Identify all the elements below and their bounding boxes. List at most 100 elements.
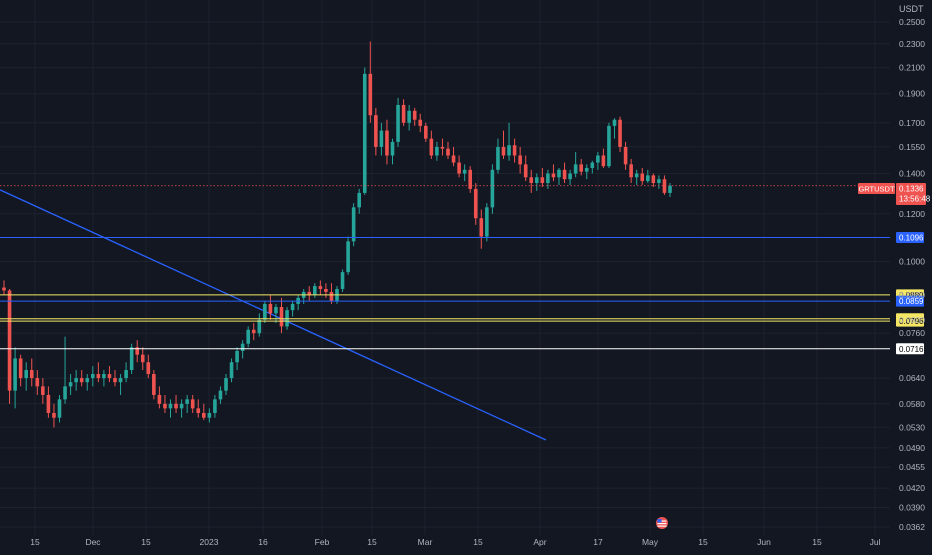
candle-body <box>634 173 639 178</box>
candle-body <box>96 374 101 379</box>
price-line-badge <box>896 343 924 355</box>
x-tick-label: May <box>642 537 659 547</box>
x-tick-label: Jul <box>870 537 881 547</box>
candle-body <box>2 287 6 291</box>
candle-body <box>490 169 495 208</box>
candle-body <box>307 291 312 295</box>
candle-body <box>213 399 217 413</box>
y-tick-label: 0.0580 <box>899 399 925 409</box>
y-tick-label: 0.0800 <box>899 315 925 325</box>
candle-body <box>612 119 617 126</box>
candle-body <box>596 155 600 163</box>
candle-body <box>618 119 622 147</box>
y-axis[interactable]: 0.2500 0.2300 0.2100 0.1900 0.1700 0.1550 0.14… <box>899 17 925 532</box>
candle-body <box>496 146 500 170</box>
y-tick-label: 0.2300 <box>899 39 925 49</box>
candle-body <box>41 386 45 395</box>
x-tick-label: 15 <box>473 537 483 547</box>
symbol-label: GRTUSDT <box>858 185 895 194</box>
y-tick-label: 0.0490 <box>899 443 925 453</box>
candles <box>2 41 672 428</box>
drawings <box>0 189 547 441</box>
y-tick-label: 0.0760 <box>899 328 925 338</box>
x-tick-label: Feb <box>315 537 330 547</box>
x-tick-label: 17 <box>593 537 603 547</box>
candle-body <box>351 207 356 242</box>
symbol-badge <box>858 183 895 194</box>
y-tick-label: 0.0880 <box>899 290 925 300</box>
price-line-label: 0.0796 <box>899 317 924 326</box>
candle-body <box>518 155 522 165</box>
candle-body <box>396 104 400 142</box>
candle-body <box>290 303 295 311</box>
candle-body <box>190 399 195 409</box>
candle-body <box>79 378 84 383</box>
candle-body <box>584 167 589 172</box>
candle-body <box>157 394 162 404</box>
candle-body <box>473 188 478 219</box>
y-tick-label: 0.1700 <box>899 118 925 128</box>
candle-body <box>7 290 12 391</box>
candle-body <box>346 241 350 273</box>
y-tick-label: 0.1200 <box>899 209 925 219</box>
candle-body <box>246 329 250 344</box>
price-line-label: 0.0880 <box>899 291 924 300</box>
price-line-badge <box>896 295 924 307</box>
x-axis[interactable]: 15 Dec 15 2023 16 Feb 15 Mar 15 Apr 17 May 15 Jun 15 Ju… <box>30 537 880 547</box>
x-tick-label: 15 <box>698 537 708 547</box>
x-tick-label: Dec <box>85 537 101 547</box>
x-tick-label: 15 <box>812 537 822 547</box>
candle-body <box>390 141 395 156</box>
candle-body <box>523 164 528 178</box>
candle-body <box>501 146 506 156</box>
candle-body <box>24 370 28 379</box>
y-tick-label: 0.0530 <box>899 422 925 432</box>
y-tick-label: 0.0362 <box>899 522 925 532</box>
candle-body <box>590 162 595 168</box>
candle-body <box>168 403 173 409</box>
candle-body <box>451 155 456 163</box>
candle-body <box>63 386 67 400</box>
candle-body <box>107 374 112 379</box>
candle-body <box>18 358 23 379</box>
candle-body <box>379 130 384 147</box>
price-line-label: 0.0716 <box>899 345 924 354</box>
candle-body <box>235 350 239 363</box>
last-price-badge <box>896 183 926 205</box>
candle-body <box>29 370 34 379</box>
candle-body <box>146 362 151 375</box>
candle-body <box>196 408 201 413</box>
y-tick-label: 0.1000 <box>899 256 925 266</box>
candle-body <box>385 130 389 156</box>
candle-body <box>424 125 428 139</box>
candle-body <box>662 179 667 193</box>
x-tick-label: 15 <box>30 537 40 547</box>
x-tick-label: 15 <box>367 537 377 547</box>
candle-body <box>535 177 539 184</box>
candle-body <box>629 164 633 178</box>
candle-body <box>440 146 445 149</box>
y-tick-label: 0.1550 <box>899 142 925 152</box>
candle-body <box>357 192 361 208</box>
price-line-badge <box>896 232 924 244</box>
price-line-label: 0.1096 <box>899 234 924 243</box>
candle-body <box>657 179 661 184</box>
candle-body <box>240 343 245 351</box>
us-flag-icon[interactable] <box>656 517 668 529</box>
x-tick-label: 16 <box>258 537 268 547</box>
last-price-marker: GRTUSDT 0.1336 13:56:48 <box>858 183 931 205</box>
candle-body <box>46 394 51 413</box>
x-tick-label: Jun <box>757 537 771 547</box>
y-tick-label: 0.1900 <box>899 89 925 99</box>
candle-body <box>185 399 189 404</box>
trendline[interactable] <box>0 189 547 441</box>
candle-body <box>118 378 123 383</box>
candle-body <box>429 138 434 156</box>
candle-body <box>540 177 545 184</box>
candle-body <box>268 303 273 314</box>
candle-body <box>557 169 561 178</box>
candle-body <box>229 362 234 379</box>
candle-body <box>91 374 95 379</box>
